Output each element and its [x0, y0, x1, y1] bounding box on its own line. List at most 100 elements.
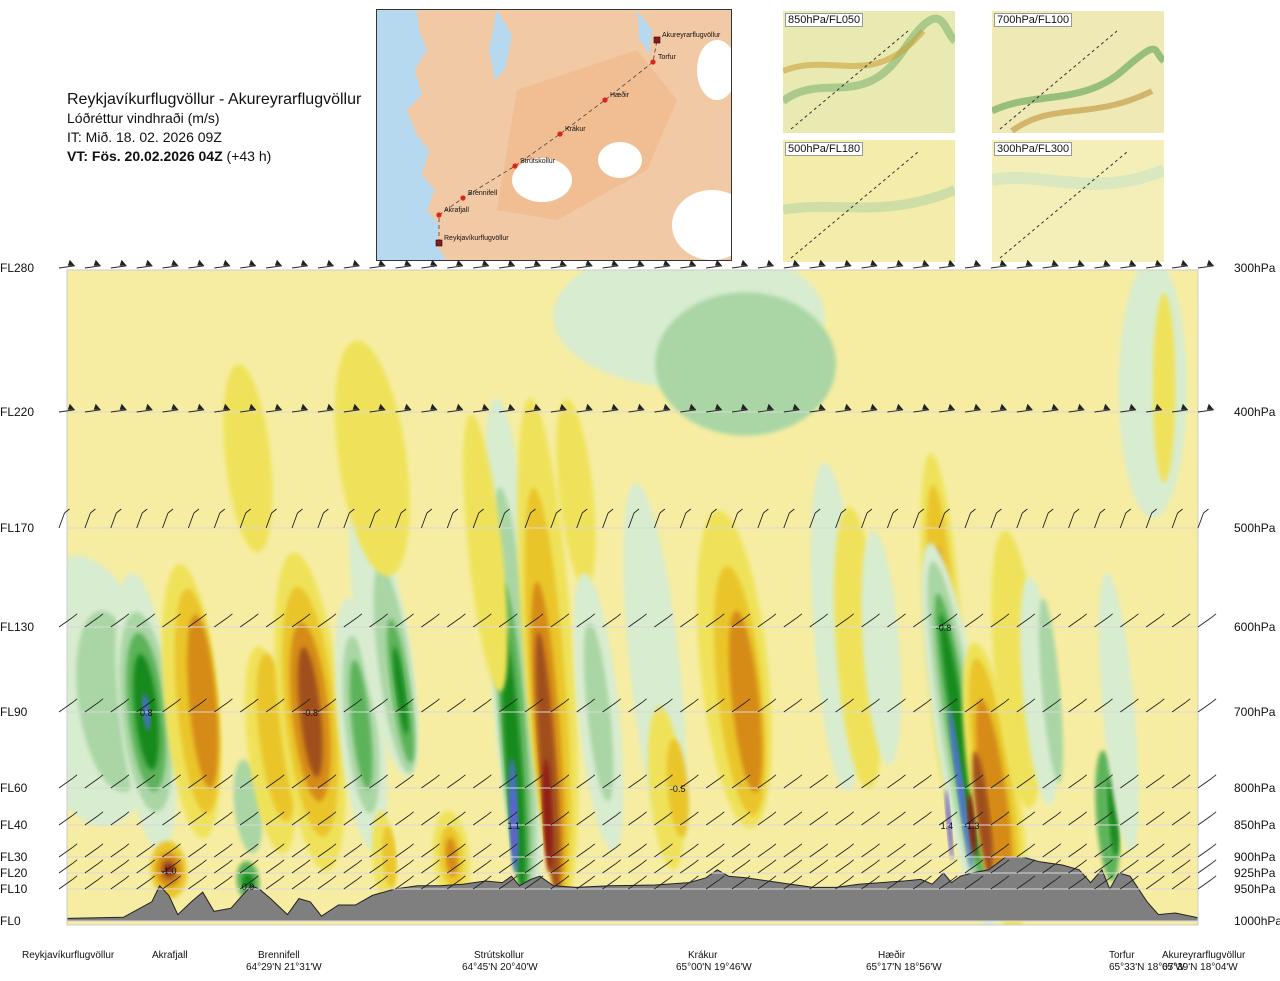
- barb-feather: [511, 613, 518, 619]
- barb-staff: [628, 409, 645, 413]
- station-coord: 64°29'N 21°31'W: [246, 962, 322, 973]
- barb-feather: [271, 508, 277, 514]
- barb-feather: [796, 811, 803, 817]
- wind-barb: [291, 403, 308, 413]
- wind-barb: [576, 508, 588, 529]
- barb-feather: [64, 508, 70, 514]
- barb-staff: [576, 815, 591, 826]
- wind-barb: [1120, 875, 1139, 890]
- wind-barb: [550, 811, 570, 826]
- wind-barb: [1068, 843, 1087, 858]
- barb-flag: [637, 259, 645, 266]
- barb-flag: [67, 259, 75, 266]
- wind-barb: [1042, 613, 1062, 628]
- wind-barb: [447, 843, 466, 858]
- barb-feather: [770, 613, 777, 619]
- barb-flag: [766, 259, 774, 266]
- barb-staff: [291, 512, 298, 529]
- barb-feather: [537, 613, 544, 619]
- barb-feather: [460, 859, 466, 865]
- barb-staff: [913, 617, 927, 628]
- wind-barb: [1042, 508, 1054, 529]
- axis-left-label: FL40: [0, 818, 28, 832]
- wind-barb: [809, 811, 829, 826]
- wind-barb: [628, 811, 647, 826]
- barb-staff: [1171, 815, 1186, 826]
- axis-right-label: 900hPa: [1234, 850, 1276, 864]
- station-name: Akrafjall: [152, 950, 188, 961]
- barb-feather: [123, 613, 130, 619]
- barb-staff: [783, 617, 798, 628]
- barb-staff: [731, 409, 748, 413]
- barb-flag: [1180, 403, 1188, 410]
- wind-barb: [214, 843, 233, 858]
- wind-barb: [136, 698, 156, 713]
- valid-time-label: VT: Fös. 20.02.2026 04Z: [67, 148, 223, 164]
- barb-staff: [1042, 863, 1057, 874]
- barb-feather: [796, 774, 803, 780]
- barb-feather: [253, 698, 259, 704]
- barb-staff: [964, 879, 979, 890]
- wind-barb: [550, 843, 570, 858]
- barb-feather: [1159, 859, 1165, 865]
- wind-barb: [680, 859, 699, 874]
- waypoint-label: Torfur: [658, 54, 677, 61]
- barb-flag: [274, 259, 282, 266]
- barb-staff: [188, 265, 205, 269]
- waypoint-label: Reykjavíkurflugvöllur: [444, 235, 509, 242]
- wind-barb: [861, 843, 880, 858]
- barb-staff: [239, 617, 254, 628]
- wind-barb: [550, 698, 570, 713]
- wind-barb: [1197, 875, 1217, 890]
- barb-staff: [1120, 265, 1137, 269]
- station-name: Hæðir: [878, 950, 906, 961]
- wind-barb: [680, 875, 699, 890]
- barb-staff: [369, 863, 383, 874]
- barb-staff: [964, 265, 981, 269]
- wind-barb: [239, 613, 259, 628]
- barb-staff: [84, 702, 99, 713]
- barb-feather: [951, 613, 958, 619]
- barb-staff: [395, 847, 409, 858]
- barb-staff: [214, 847, 228, 858]
- barb-feather: [537, 774, 544, 780]
- wind-barb: [938, 613, 958, 628]
- wind-barb: [1068, 698, 1087, 713]
- wind-barb: [1068, 403, 1085, 413]
- wind-barb: [731, 843, 751, 858]
- wind-barb: [447, 774, 466, 789]
- barb-feather: [511, 859, 518, 865]
- wind-barb: [524, 774, 544, 789]
- waypoint-marker: [557, 131, 563, 137]
- wind-barb: [343, 259, 360, 269]
- barb-staff: [550, 265, 567, 269]
- wind-barb: [58, 508, 70, 529]
- inset-label: 500hPa/FL180: [785, 142, 864, 156]
- wind-barb: [757, 403, 774, 413]
- barb-staff: [136, 702, 151, 713]
- axis-left-label: FL30: [0, 850, 28, 864]
- wind-barb: [654, 259, 671, 269]
- barb-staff: [162, 879, 176, 890]
- wind-barb: [809, 508, 821, 529]
- barb-staff: [809, 512, 816, 529]
- wind-barb: [291, 875, 311, 890]
- wind-barb: [317, 508, 329, 529]
- extreme-label: 0.8: [140, 708, 153, 718]
- barb-flag: [999, 259, 1007, 266]
- wind-barb: [110, 613, 130, 628]
- wind-barb: [1119, 508, 1132, 529]
- barb-staff: [628, 617, 642, 628]
- barb-staff: [1016, 702, 1031, 713]
- barb-feather: [304, 698, 311, 704]
- wind-barb: [498, 843, 518, 858]
- barb-staff: [1146, 265, 1163, 269]
- wind-barb: [938, 843, 958, 858]
- barb-staff: [576, 778, 591, 789]
- wind-barb: [1042, 259, 1059, 269]
- barb-feather: [253, 875, 259, 881]
- barb-staff: [291, 617, 306, 628]
- barb-feather: [1081, 774, 1087, 780]
- barb-staff: [938, 879, 953, 890]
- barb-staff: [265, 847, 280, 858]
